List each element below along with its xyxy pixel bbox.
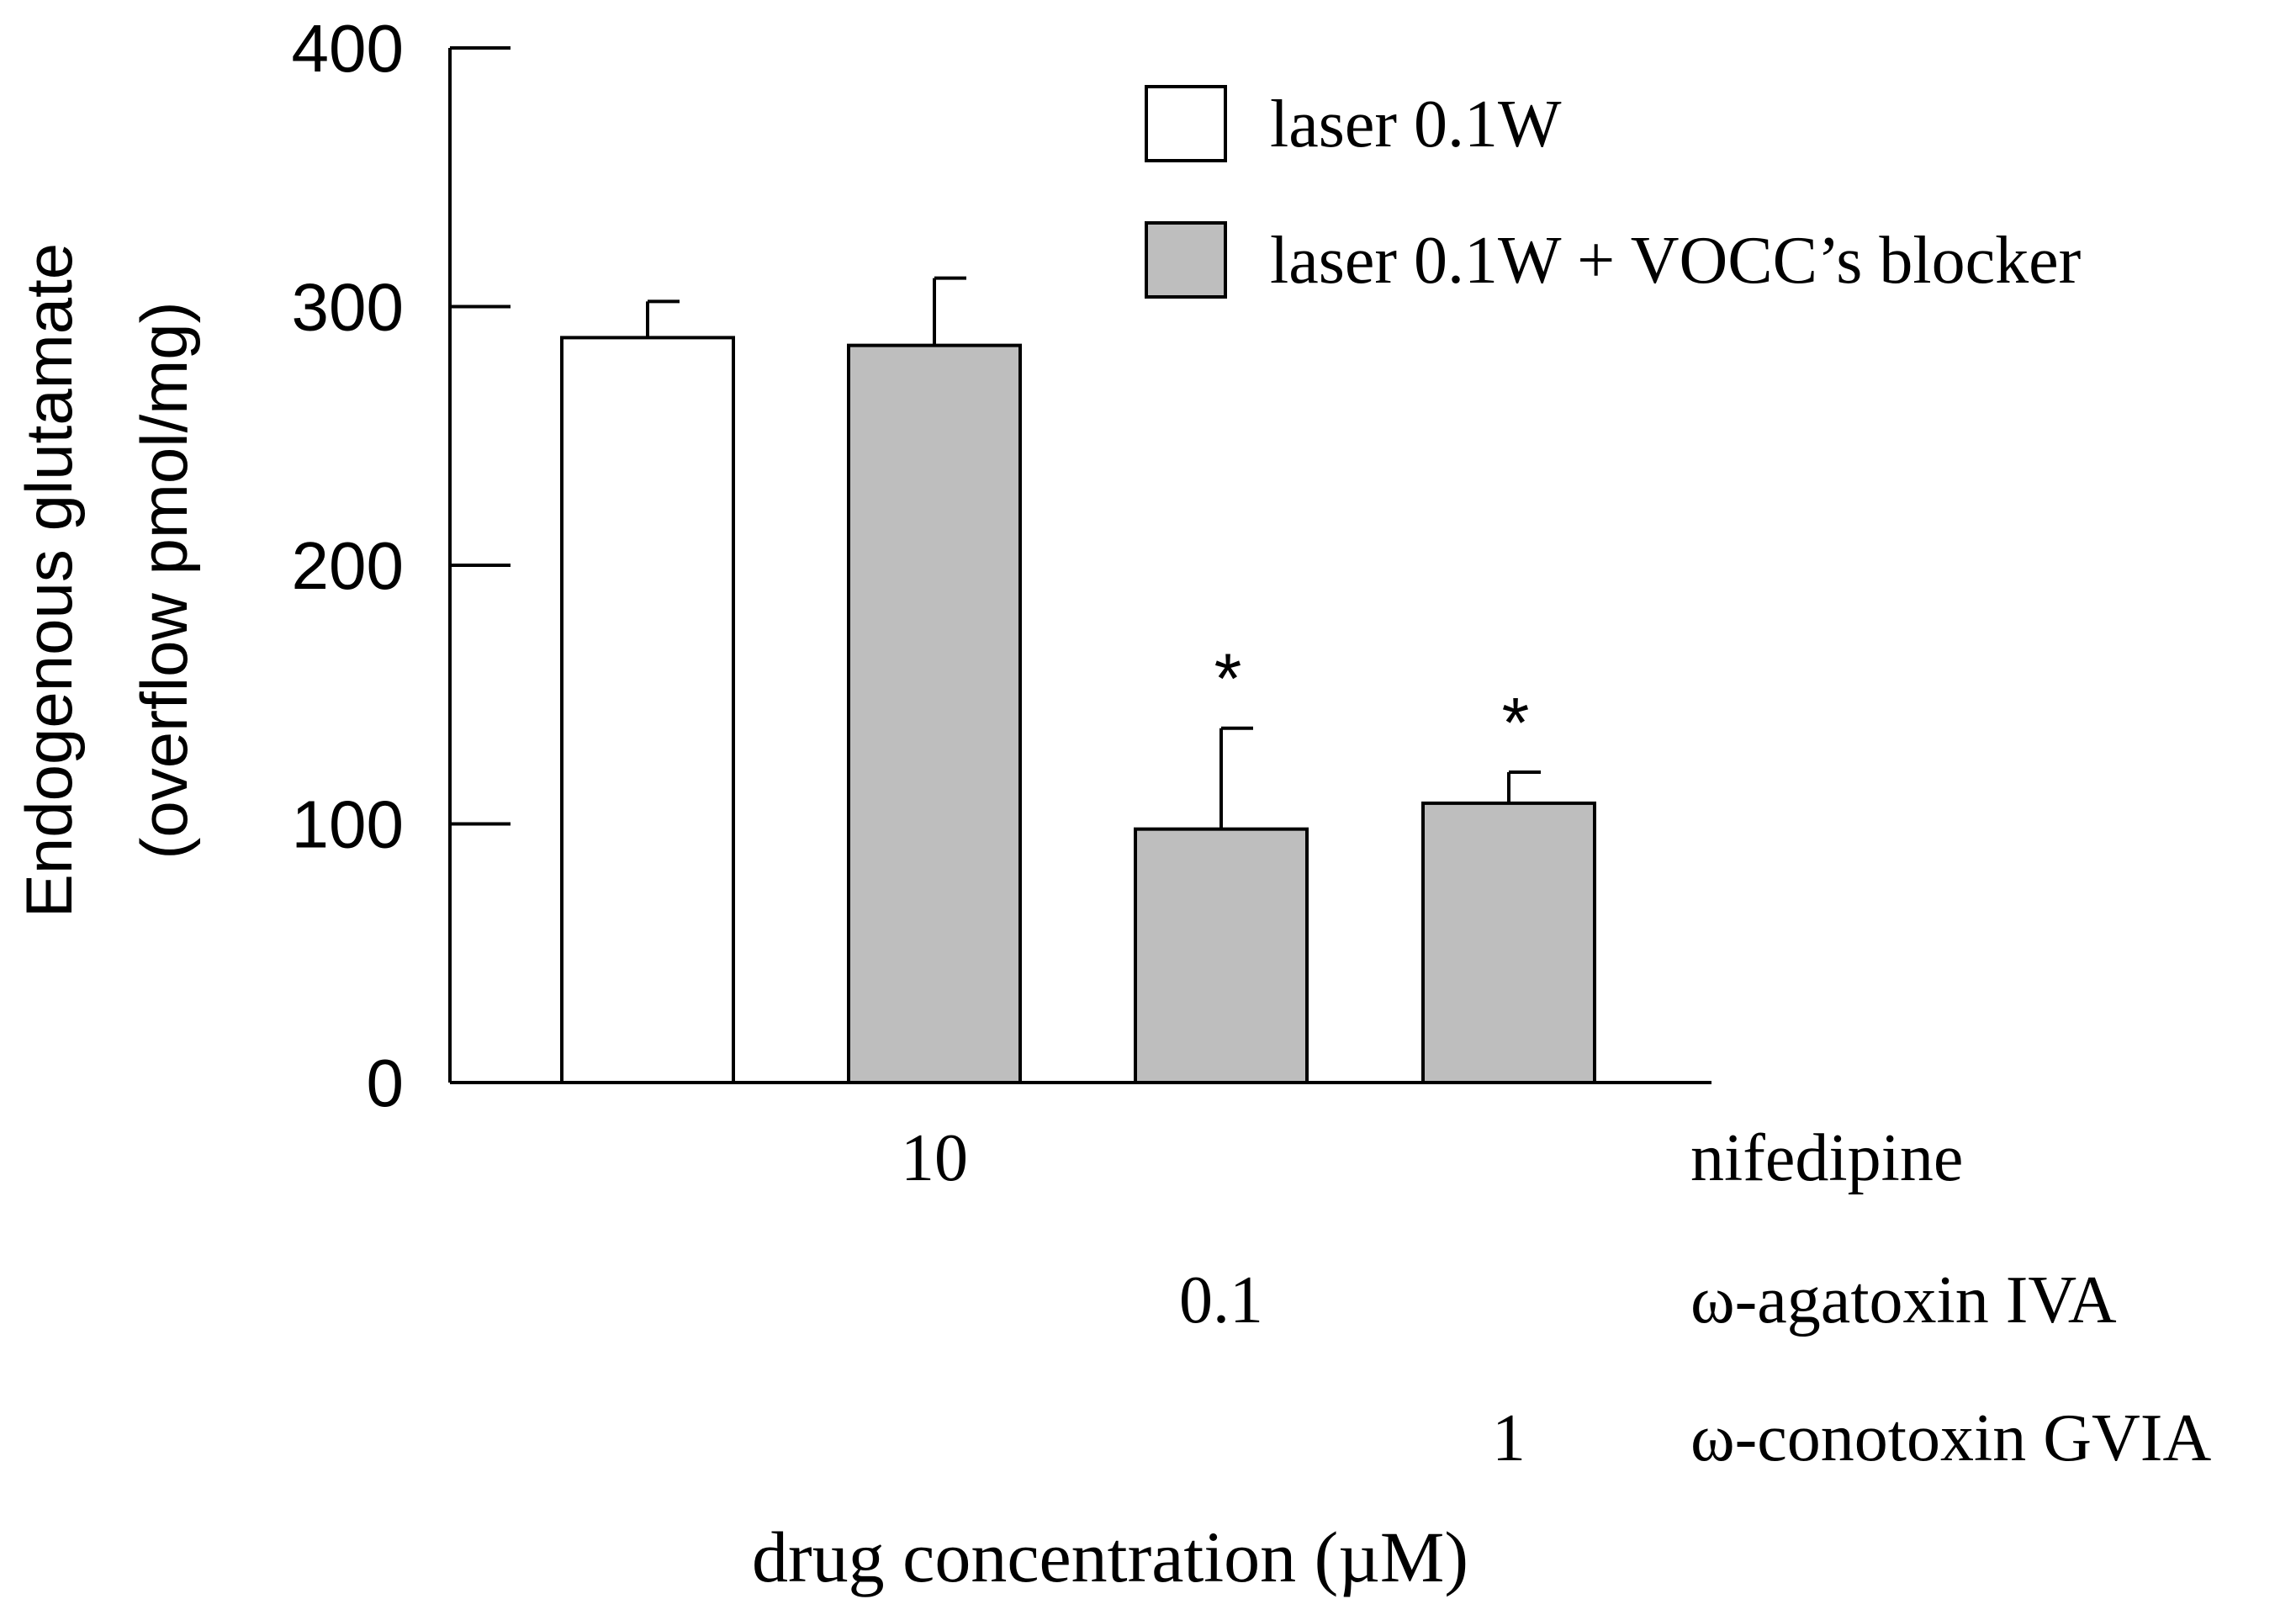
error-bars: **	[646, 276, 1541, 829]
y-axis-label-line-1: Endogenous glutamate	[12, 243, 86, 918]
drug-name-1: nifedipine	[1690, 1121, 1963, 1195]
bars	[560, 336, 1596, 1085]
drug-name-2: ω-agatoxin IVA	[1690, 1263, 2117, 1337]
y-tick-label-100: 100	[292, 787, 404, 862]
legend-label-2: laser 0.1W + VOCC’s blocker	[1270, 224, 2081, 298]
concentration-1: 10	[901, 1121, 968, 1195]
y-tick-label-200: 200	[292, 528, 404, 603]
drug-labels: 10 nifedipine 0.1 ω-agatoxin IVA 1 ω-conotoxi…	[901, 1121, 2211, 1475]
y-ticks: 0 100 200 300 400	[292, 11, 511, 1120]
concentration-3: 1	[1492, 1401, 1526, 1475]
y-tick-label-300: 300	[292, 270, 404, 345]
bar-conotoxin	[1421, 801, 1596, 1085]
bar-nifedipine	[847, 343, 1022, 1084]
y-tick-label-400: 400	[292, 11, 404, 86]
bar-laser-only	[560, 336, 735, 1084]
legend-swatch-2	[1145, 221, 1227, 299]
y-tick-label-0: 0	[367, 1046, 405, 1120]
legend-label-1: laser 0.1W	[1270, 87, 1562, 162]
concentration-2: 0.1	[1179, 1263, 1263, 1337]
legend-swatch-1	[1145, 85, 1227, 162]
significance-conotoxin: *	[1502, 683, 1530, 762]
x-axis-label: drug concentration (µM)	[752, 1517, 1468, 1597]
drug-name-3: ω-conotoxin GVIA	[1690, 1401, 2211, 1475]
bar-agatoxin	[1134, 827, 1309, 1085]
significance-agatoxin: *	[1214, 639, 1242, 718]
legend: laser 0.1W laser 0.1W + VOCC’s blocker	[1145, 85, 2081, 299]
y-axis-label-line-2: (overflow pmol/mg)	[127, 301, 201, 859]
